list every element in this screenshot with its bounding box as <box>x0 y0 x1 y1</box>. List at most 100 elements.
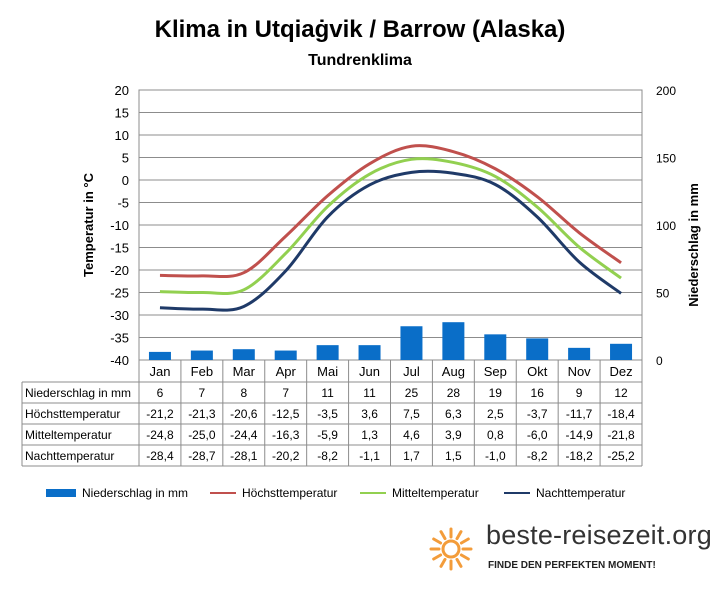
high-temperature-line <box>159 144 622 279</box>
precipitation-bars <box>148 322 633 360</box>
table-cell: 11 <box>363 386 376 400</box>
precipitation-bar <box>484 334 507 360</box>
table-cell: 1,5 <box>445 449 462 463</box>
legend-swatch-precipitation <box>46 489 76 497</box>
left-tick-label: -5 <box>117 196 129 211</box>
right-tick-label: 200 <box>656 84 676 98</box>
left-tick-label: -15 <box>110 241 129 256</box>
legend-swatch-night <box>504 492 530 494</box>
legend-label-night: Nachttemperatur <box>536 486 626 500</box>
right-tick-label: 100 <box>656 219 676 233</box>
left-axis-ticks: 20 15 10 5 0 -5 -10 -15 -20 -25 -30 -35 -40 <box>110 83 129 368</box>
table-cell: -18,2 <box>565 449 593 463</box>
table-cell: 16 <box>531 386 545 400</box>
precipitation-bar <box>442 322 465 360</box>
chart-subtitle: Tundrenklima <box>308 52 412 69</box>
precipitation-bar <box>526 338 549 360</box>
precipitation-bar <box>358 345 381 360</box>
grid-lines <box>138 89 643 361</box>
legend-swatch-mean <box>360 492 386 494</box>
table-cell: 4,6 <box>403 428 420 442</box>
table-cell: -6,0 <box>527 428 548 442</box>
table-cell: 3,6 <box>361 407 378 421</box>
left-tick-label: -30 <box>110 308 129 323</box>
table-cell: 28 <box>447 386 461 400</box>
legend-label-precipitation: Niederschlag in mm <box>82 486 189 500</box>
precipitation-bar <box>316 345 339 360</box>
left-tick-label: -35 <box>110 331 129 346</box>
precipitation-bar <box>190 350 213 360</box>
month-label: Okt <box>527 364 548 379</box>
table-cell: 2,5 <box>487 407 504 421</box>
table-cell: -1,1 <box>359 449 380 463</box>
table-cell: -8,2 <box>317 449 338 463</box>
legend-item-mean: Mitteltemperatur <box>360 486 479 500</box>
table-cell: 25 <box>405 386 419 400</box>
left-tick-label: 0 <box>122 173 129 188</box>
right-tick-label: 50 <box>656 287 670 301</box>
table-cell: -24,8 <box>146 428 174 442</box>
precipitation-bar <box>148 351 171 360</box>
precipitation-bar <box>274 350 297 360</box>
table-cell: -3,7 <box>527 407 548 421</box>
table-cell: 6 <box>157 386 164 400</box>
table-cell: -18,4 <box>607 407 635 421</box>
table-cell: 1,7 <box>403 449 420 463</box>
table-cell: 1,3 <box>361 428 378 442</box>
brand-logo: beste-reisezeit.org FINDE DEN PERFEKTEN … <box>428 520 718 590</box>
table-cell: -28,7 <box>188 449 216 463</box>
table-row-label: Höchsttemperatur <box>25 407 120 421</box>
table-cell: 12 <box>614 386 628 400</box>
brand-name: beste-reisezeit.org <box>486 520 712 550</box>
table-cell: -24,4 <box>230 428 258 442</box>
left-axis-label: Temperatur in °C <box>81 172 96 277</box>
temperature-lines <box>159 144 622 312</box>
sun-ray <box>459 553 470 561</box>
table-cell: -28,4 <box>146 449 174 463</box>
brand-tagline: FINDE DEN PERFEKTEN MOMENT! <box>488 560 656 571</box>
left-tick-label: -40 <box>110 353 129 368</box>
month-label: Apr <box>276 364 297 379</box>
month-label: Sep <box>484 364 507 379</box>
table-cell: -14,9 <box>565 428 593 442</box>
table-row-label: Nachttemperatur <box>25 449 114 463</box>
table-cell: 6,3 <box>445 407 462 421</box>
chart-title: Klima in Utqiaġvik / Barrow (Alaska) <box>154 16 566 43</box>
table-cell: -5,9 <box>317 428 338 442</box>
table-cell: -16,3 <box>272 428 300 442</box>
table-cell: -3,5 <box>317 407 338 421</box>
table-row-label: Niederschlag in mm <box>25 386 131 400</box>
table-cell: 7,5 <box>403 407 420 421</box>
month-label: Jun <box>359 364 380 379</box>
right-axis-label: Niederschlag in mm <box>686 183 701 307</box>
legend-item-night: Nachttemperatur <box>504 486 625 500</box>
table-cell: 7 <box>282 386 289 400</box>
sun-ray <box>455 530 463 541</box>
legend-label-mean: Mitteltemperatur <box>392 486 479 500</box>
sun-icon <box>429 527 473 571</box>
legend-label-high: Höchsttemperatur <box>242 486 338 500</box>
month-label: Jan <box>149 364 170 379</box>
left-tick-label: 10 <box>115 128 129 143</box>
table-cell: 11 <box>321 386 334 400</box>
mean-temperature-line <box>159 157 622 295</box>
table-cell: -21,2 <box>146 407 174 421</box>
data-table: Jan Feb Mar Apr Mai Jun Jul Aug Sep Okt Nov Dez Nied… <box>21 360 643 467</box>
night-temperature-line <box>159 169 622 312</box>
left-tick-label: -20 <box>110 263 129 278</box>
table-cell: 3,9 <box>445 428 462 442</box>
left-tick-label: 20 <box>115 83 129 98</box>
sun-ray <box>439 530 447 541</box>
month-label: Nov <box>568 364 592 379</box>
table-cell: -12,5 <box>272 407 300 421</box>
table-cell: -25,0 <box>188 428 216 442</box>
sun-ray <box>432 553 443 561</box>
table-cell: 0,8 <box>487 428 504 442</box>
sun-ray <box>455 557 463 568</box>
left-tick-label: 15 <box>115 106 129 121</box>
table-cell: -25,2 <box>607 449 635 463</box>
table-cell: 8 <box>240 386 247 400</box>
legend-item-high: Höchsttemperatur <box>210 486 337 500</box>
month-label: Mar <box>233 364 256 379</box>
precipitation-bar <box>400 326 423 360</box>
